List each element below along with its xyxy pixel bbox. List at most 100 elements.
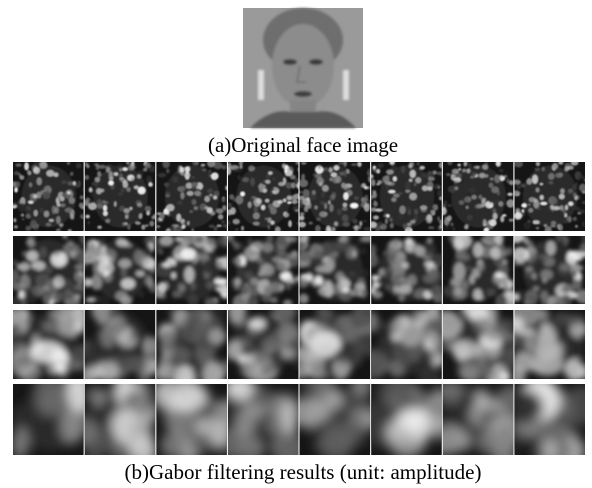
texture-blob	[522, 209, 525, 213]
texture-blob	[117, 163, 122, 167]
texture-blob	[443, 201, 447, 206]
gabor-cell	[440, 159, 515, 233]
texture-blob	[216, 208, 224, 214]
texture-blob	[265, 180, 270, 184]
texture-blob	[391, 275, 402, 286]
texture-blob	[273, 188, 277, 191]
texture-blob	[208, 216, 212, 220]
texture-blob	[433, 170, 437, 174]
texture-blob	[330, 243, 338, 254]
texture-blob	[460, 253, 470, 261]
texture-blob	[376, 334, 391, 355]
texture-blob	[564, 236, 570, 244]
texture-blob	[128, 164, 135, 170]
texture-blob	[57, 203, 61, 206]
texture-blob	[186, 184, 188, 188]
gabor-cell	[290, 303, 382, 387]
texture-blob	[511, 352, 534, 373]
texture-blob	[494, 175, 500, 183]
texture-blob	[469, 275, 474, 284]
texture-blob	[52, 205, 56, 214]
texture-blob	[457, 356, 489, 383]
texture-blob	[499, 169, 504, 172]
texture-blob	[122, 222, 127, 227]
texture-blob	[273, 178, 276, 181]
texture-blob	[169, 381, 209, 411]
texture-blob	[385, 218, 388, 224]
gabor-cell	[296, 159, 375, 233]
texture-blob	[79, 202, 84, 207]
texture-blob	[127, 224, 131, 230]
texture-blob	[144, 246, 152, 256]
texture-blob	[283, 199, 286, 202]
texture-blob	[237, 403, 258, 434]
texture-blob	[383, 214, 386, 217]
texture-blob	[227, 162, 232, 168]
texture-blob	[61, 409, 84, 444]
texture-blob	[260, 264, 274, 276]
texture-blob	[318, 164, 321, 169]
texture-blob	[496, 160, 501, 167]
gabor-cell	[443, 230, 523, 312]
texture-blob	[241, 226, 244, 231]
texture-blob	[425, 278, 435, 284]
texture-blob	[250, 242, 263, 252]
texture-blob	[233, 294, 248, 312]
texture-blob	[479, 195, 482, 199]
texture-blob	[84, 175, 90, 180]
texture-blob	[377, 163, 384, 168]
texture-blob	[229, 194, 234, 200]
texture-blob	[160, 431, 194, 459]
texture-blob	[324, 203, 327, 209]
texture-blob	[8, 269, 19, 283]
texture-blob	[552, 163, 558, 169]
texture-blob	[118, 259, 131, 268]
texture-blob	[67, 161, 70, 164]
texture-blob	[464, 225, 468, 230]
texture-blob	[211, 172, 219, 179]
texture-blob	[431, 210, 436, 216]
texture-blob	[259, 183, 263, 192]
texture-blob	[521, 183, 526, 187]
texture-blob	[316, 217, 321, 220]
texture-blob	[97, 171, 101, 177]
texture-blob	[211, 199, 215, 203]
texture-blob	[486, 289, 496, 296]
texture-blob	[158, 331, 182, 351]
texture-blob	[421, 208, 427, 212]
texture-blob	[100, 189, 104, 193]
texture-blob	[234, 242, 240, 250]
texture-blob	[88, 202, 97, 210]
texture-blob	[573, 217, 577, 221]
texture-blob	[233, 168, 242, 173]
texture-blob	[301, 162, 306, 165]
texture-blob	[536, 227, 540, 230]
texture-blob	[532, 220, 539, 224]
texture-blob	[399, 294, 405, 302]
texture-blob	[560, 188, 564, 194]
texture-blob	[563, 220, 568, 224]
texture-blob	[308, 194, 317, 201]
texture-blob	[49, 306, 76, 321]
texture-blob	[503, 259, 508, 265]
texture-blob	[525, 266, 533, 272]
texture-blob	[70, 172, 73, 176]
texture-blob	[118, 193, 123, 196]
texture-blob	[164, 182, 169, 187]
texture-blob	[373, 200, 376, 205]
texture-blob	[160, 235, 174, 247]
texture-blob	[523, 235, 529, 244]
texture-blob	[557, 224, 560, 230]
gabor-cell	[366, 236, 448, 304]
texture-blob	[377, 222, 383, 227]
texture-blob	[209, 418, 231, 447]
texture-blob	[131, 177, 135, 181]
texture-blob	[506, 178, 509, 183]
texture-blob	[303, 189, 310, 197]
cell-texture	[152, 229, 234, 307]
texture-blob	[299, 294, 309, 304]
texture-blob	[467, 169, 471, 174]
texture-blob	[162, 160, 169, 168]
texture-blob	[168, 180, 171, 184]
texture-blob	[184, 174, 190, 177]
